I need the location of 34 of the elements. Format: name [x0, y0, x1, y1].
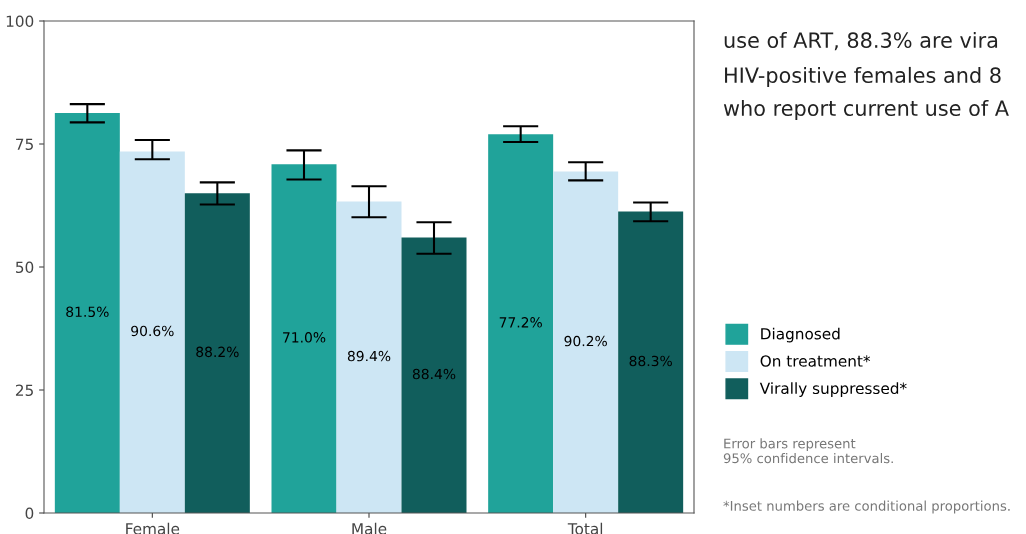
- annotation: 90.2%: [564, 335, 607, 347]
- bar: [488, 134, 554, 513]
- bar: [336, 201, 402, 513]
- legend-label: Diagnosed: [761, 327, 840, 343]
- y-tick-label: 75: [16, 138, 33, 151]
- y-tick-label: 100: [6, 15, 34, 28]
- legend-label: Virally suppressed*: [759, 382, 907, 398]
- bar: [271, 164, 337, 513]
- annotation: 89.4%: [347, 350, 391, 362]
- bar: [119, 151, 185, 513]
- y-tick-label: 50: [16, 261, 34, 274]
- annotation: 88.4%: [412, 368, 456, 380]
- y-tick-label: 25: [15, 384, 33, 397]
- y-tick-label: 0: [25, 507, 34, 520]
- text: use of ART, 88.3% are vira: [724, 31, 998, 51]
- text: *Inset numbers are conditional proportions.: [723, 500, 1010, 514]
- bar: [184, 193, 250, 513]
- x-tick-label: Male: [352, 522, 387, 534]
- annotation: 71.0%: [283, 332, 326, 343]
- bar: [54, 113, 120, 513]
- bar: [553, 171, 619, 513]
- annotation: 81.5%: [66, 306, 109, 318]
- legend-label: On treatment*: [760, 355, 871, 367]
- text: Error bars represent 95% confidence intervals.: [723, 438, 893, 464]
- text: HIV-positive females and 8: [725, 66, 1001, 88]
- bar: [618, 211, 684, 513]
- annotation: 90.6%: [131, 325, 174, 337]
- annotation: 77.2%: [499, 317, 542, 328]
- bar: [401, 237, 467, 513]
- text: who report current use of A: [723, 99, 1009, 121]
- x-tick-label: Female: [126, 522, 180, 534]
- annotation: 88.3%: [629, 355, 672, 367]
- annotation: 88.2%: [196, 346, 239, 358]
- x-tick-label: Total: [567, 522, 603, 534]
